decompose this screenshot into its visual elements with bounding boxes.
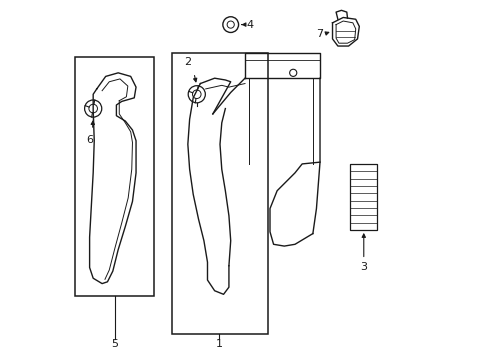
Text: 2: 2 [184,58,192,67]
Text: 7: 7 [317,28,323,39]
Bar [172,53,268,334]
Text: 4: 4 [247,19,254,30]
Text: 6: 6 [86,135,93,145]
Bar [350,164,377,230]
Text: 1: 1 [216,339,223,349]
Text: 5: 5 [111,339,118,349]
Bar [75,57,154,296]
Text: 3: 3 [360,234,368,272]
